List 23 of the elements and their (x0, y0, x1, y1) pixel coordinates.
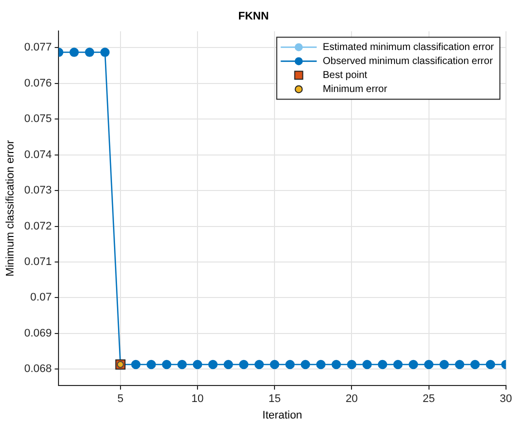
y-tick-label: 0.072 (24, 220, 52, 232)
y-tick-label: 0.069 (24, 327, 52, 340)
x-tick-label: 15 (268, 393, 281, 406)
y-tick-label: 0.073 (24, 184, 52, 197)
legend-label: Minimum error (322, 84, 388, 95)
x-tick-label: 30 (500, 393, 512, 406)
legend-label: Best point (322, 70, 368, 81)
y-tick-label: 0.076 (24, 77, 52, 90)
x-tick-label: 5 (117, 393, 124, 406)
legend-label: Estimated minimum classification error (322, 42, 495, 53)
legend-label: Observed minimum classification error (322, 56, 494, 67)
y-tick-label: 0.071 (24, 256, 52, 268)
y-tick-label: 0.075 (24, 113, 52, 126)
y-axis-title: Minimum classification error (4, 140, 17, 277)
x-tick-label: 20 (346, 393, 358, 406)
y-tick-label: 0.068 (24, 363, 52, 376)
chart-title: FKNN (238, 10, 269, 23)
y-tick-label: 0.077 (24, 42, 52, 54)
x-tick-label: 25 (422, 393, 435, 406)
x-tick-label: 10 (191, 393, 204, 406)
y-tick-label: 0.07 (30, 292, 52, 304)
x-axis-title: Iteration (262, 409, 302, 422)
y-tick-label: 0.074 (24, 148, 52, 161)
